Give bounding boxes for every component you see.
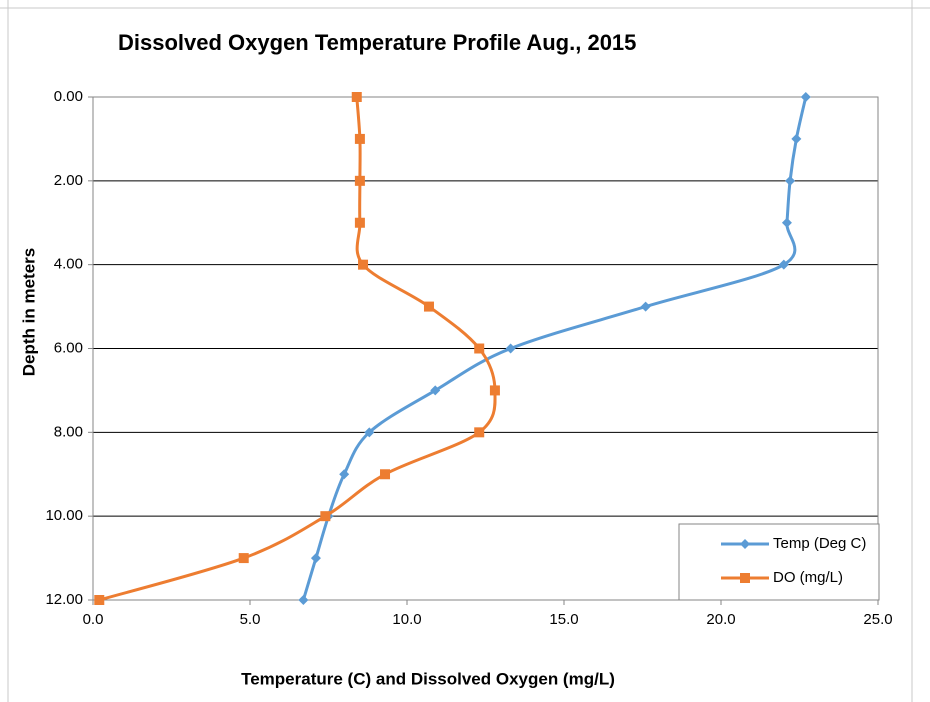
- data-point: [640, 301, 651, 312]
- series-line: [301, 96, 808, 601]
- y-axis-label: Depth in meters: [19, 248, 38, 376]
- legend-label: DO (mg/L): [773, 569, 843, 586]
- data-point: [354, 133, 365, 144]
- series-line: [98, 96, 497, 602]
- legend-box: [678, 523, 880, 601]
- data-point: [781, 217, 792, 228]
- data-point: [364, 427, 375, 438]
- data-point: [298, 595, 309, 605]
- data-point: [474, 427, 485, 438]
- data-point: [380, 469, 391, 480]
- data-point: [474, 343, 485, 354]
- data-point: [351, 92, 362, 102]
- data-point: [354, 175, 365, 186]
- y-tick-label: 10.00: [45, 507, 83, 524]
- data-point: [358, 259, 369, 270]
- data-point: [320, 511, 331, 522]
- x-tick-label: 25.0: [863, 611, 892, 628]
- data-point: [94, 595, 105, 605]
- x-tick-label: 0.0: [83, 611, 104, 628]
- data-point: [785, 175, 796, 186]
- data-point: [505, 343, 516, 354]
- data-point: [339, 469, 350, 480]
- data-point: [430, 385, 441, 396]
- legend-marker: [740, 539, 750, 549]
- x-axis-label: Temperature (C) and Dissolved Oxygen (mg…: [241, 669, 615, 688]
- data-point: [310, 553, 321, 564]
- data-point: [238, 553, 249, 564]
- y-tick-label: 0.00: [54, 88, 83, 105]
- x-tick-label: 5.0: [240, 611, 261, 628]
- data-point: [791, 133, 802, 144]
- data-point: [800, 92, 811, 102]
- chart-title: Dissolved Oxygen Temperature Profile Aug…: [118, 30, 636, 55]
- y-tick-label: 8.00: [54, 423, 83, 440]
- data-point: [778, 259, 789, 270]
- data-point: [423, 301, 434, 312]
- y-tick-label: 2.00: [54, 172, 83, 189]
- plot-border: [92, 96, 879, 601]
- x-tick-label: 10.0: [392, 611, 421, 628]
- x-tick-label: 20.0: [706, 611, 735, 628]
- y-tick-label: 4.00: [54, 256, 83, 273]
- data-point: [489, 385, 500, 396]
- y-tick-label: 6.00: [54, 339, 83, 356]
- x-tick-label: 15.0: [549, 611, 578, 628]
- legend-label: Temp (Deg C): [773, 535, 866, 552]
- legend-marker: [740, 573, 750, 583]
- data-point: [354, 217, 365, 228]
- y-tick-label: 12.00: [45, 591, 83, 608]
